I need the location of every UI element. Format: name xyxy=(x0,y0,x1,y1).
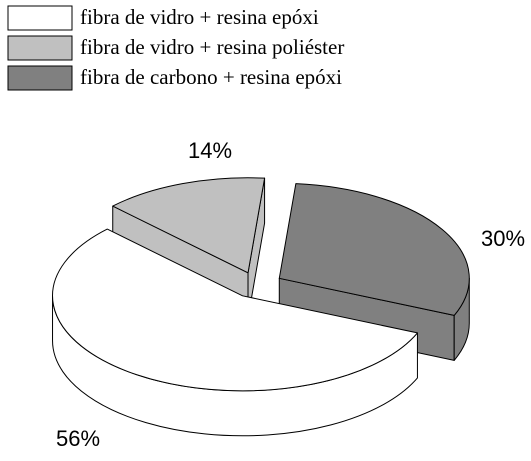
data-label: 56% xyxy=(56,426,100,451)
pie-slice xyxy=(52,228,418,437)
data-label: 30% xyxy=(481,226,525,251)
data-label: 14% xyxy=(188,138,232,163)
legend-swatch xyxy=(7,5,73,31)
legend-label: fibra de carbono + resina epóxi xyxy=(80,65,342,89)
legend-label: fibra de vidro + resina poliéster xyxy=(80,35,344,59)
slice-top xyxy=(278,183,470,316)
legend-label: fibra de vidro + resina epóxi xyxy=(80,5,319,29)
legend-swatch xyxy=(7,35,73,61)
legend-swatch xyxy=(7,65,73,91)
slice-top xyxy=(52,228,418,392)
slice-top xyxy=(112,177,266,274)
